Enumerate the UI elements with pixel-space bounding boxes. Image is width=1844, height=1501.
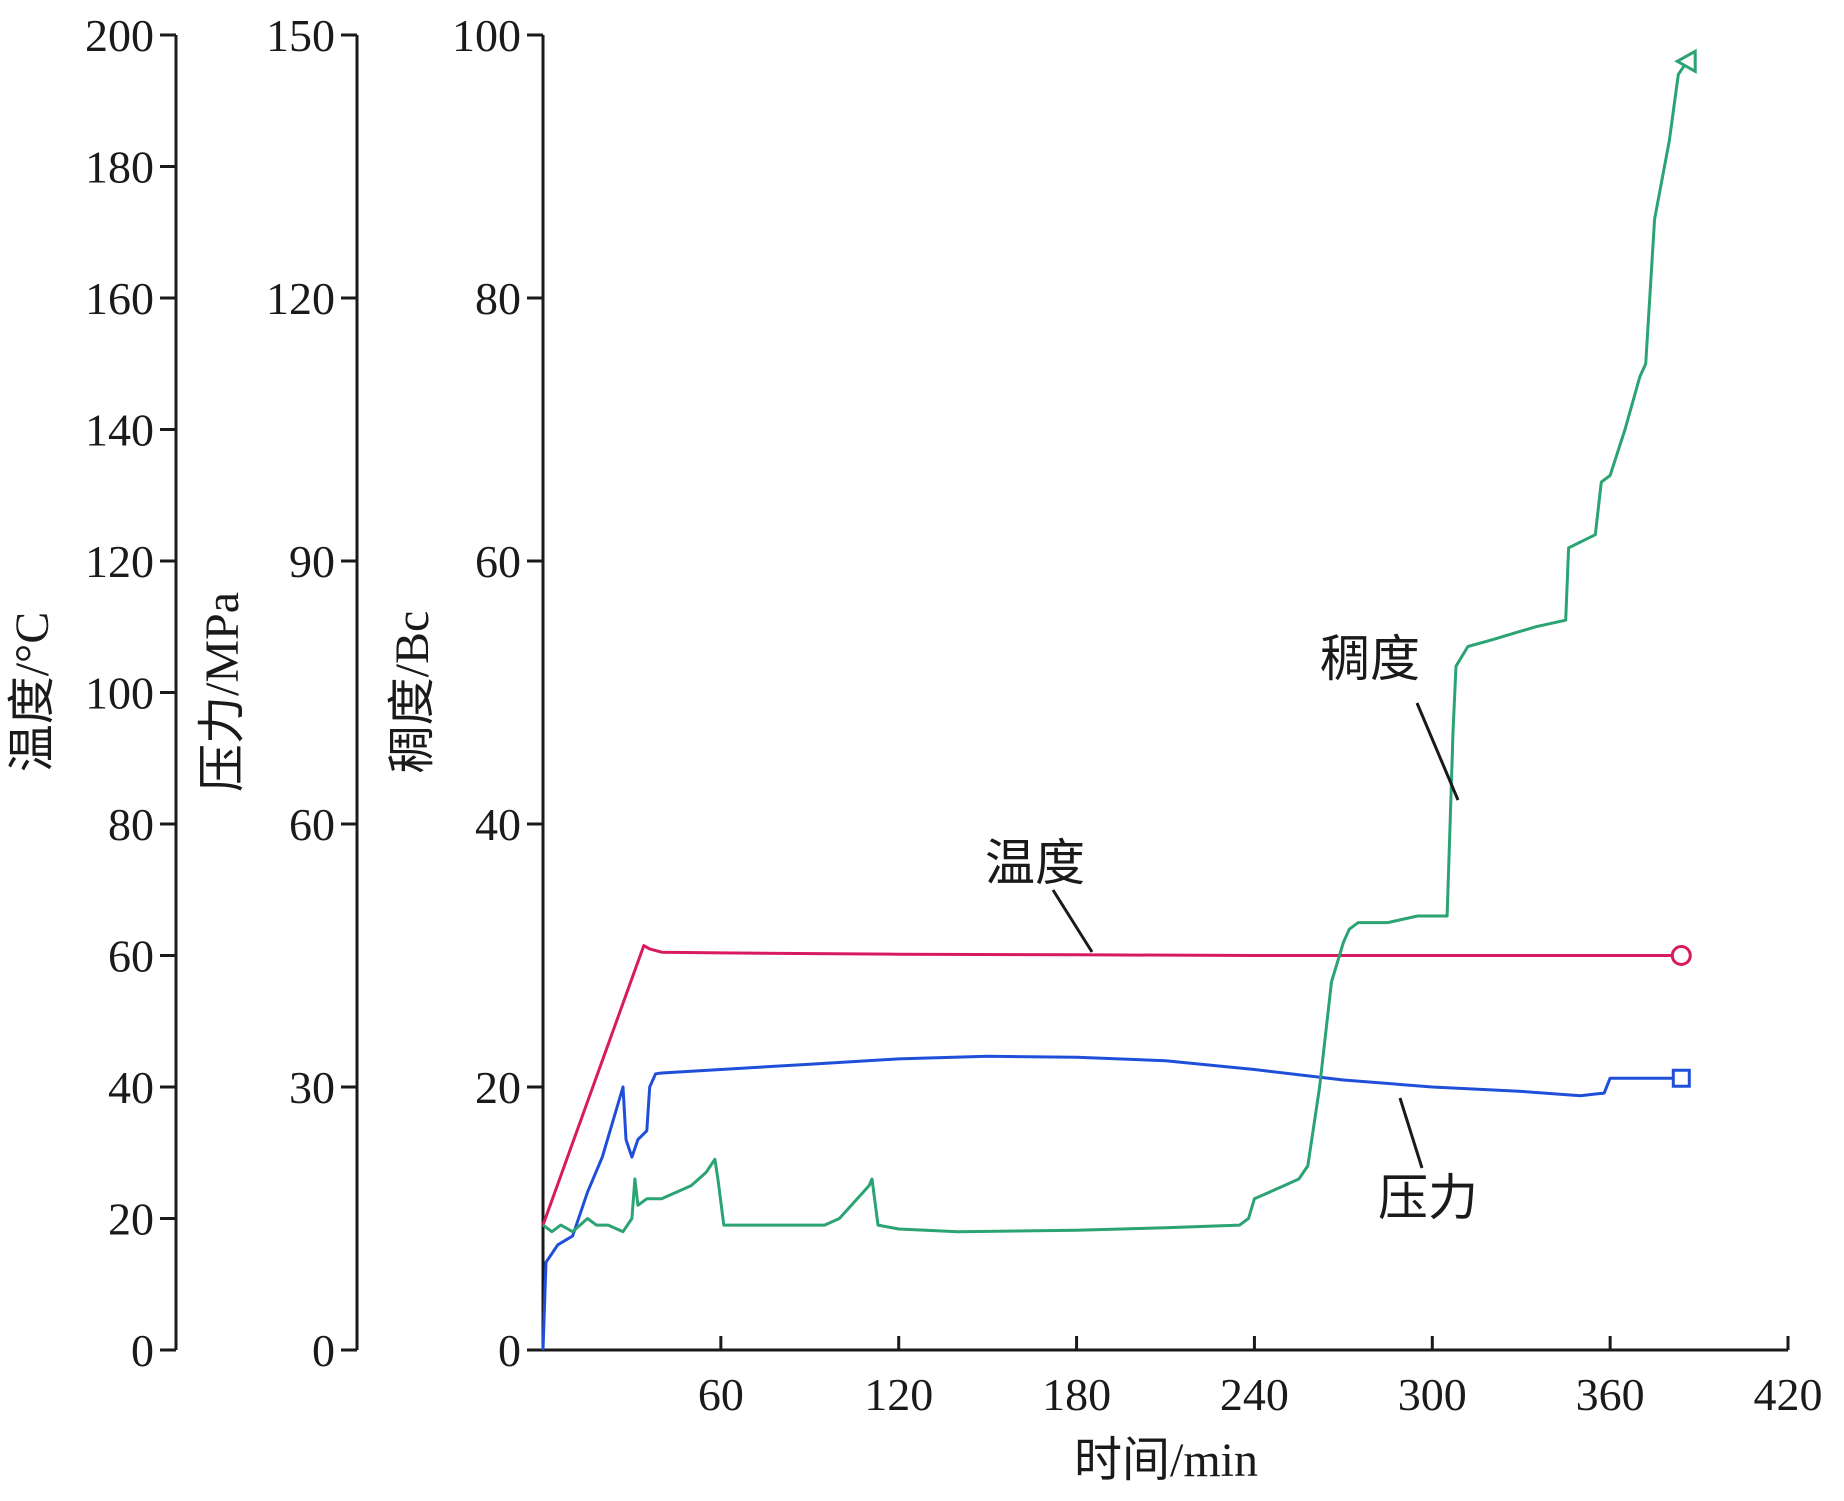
temperature-axis-ticks: 0 20 40 60 80 100 120 140 160 180 200 [85, 10, 176, 1376]
consistency-end-marker [1674, 48, 1697, 74]
consistency-series-label: 稠度 [1320, 631, 1420, 687]
temperature-axis: 0 20 40 60 80 100 120 140 160 180 200 温度/°C [6, 10, 178, 1376]
temp-tick-label: 100 [85, 668, 154, 719]
pressure-series-label: 压力 [1378, 1170, 1478, 1226]
pressure-axis-title: 压力/MPa [196, 592, 249, 792]
time-axis: 60 120 180 240 300 360 420 时间/min [543, 1336, 1823, 1487]
temp-end-marker [1670, 945, 1692, 966]
consistency-tick-label: 20 [475, 1062, 521, 1113]
time-tick-label: 240 [1220, 1369, 1289, 1420]
annotations: 稠度 温度 压力 [985, 631, 1478, 1226]
pressure-tick-label: 60 [289, 799, 335, 850]
consistency-tick-label: 80 [475, 273, 521, 324]
consistency-tick-label: 40 [475, 799, 521, 850]
pressure-axis: 0 30 60 90 120 150 压力/MPa [196, 10, 359, 1376]
pressure-leader-line [1398, 1097, 1424, 1169]
temp-tick-label: 80 [108, 799, 154, 850]
temperature-axis-title: 温度/°C [6, 612, 59, 773]
consistency-axis: 0 20 40 60 80 100 稠度/Bc [386, 10, 545, 1376]
consistency-series-line [542, 60, 1689, 1234]
time-axis-title: 时间/min [1074, 1434, 1258, 1487]
temp-tick-label: 200 [85, 10, 154, 61]
time-tick-label: 60 [698, 1369, 744, 1420]
pressure-series-line [541, 1054, 1682, 1351]
temp-tick-label: 160 [85, 273, 154, 324]
temp-tick-label: 120 [85, 536, 154, 587]
time-tick-label: 300 [1398, 1369, 1467, 1420]
consistency-tick-label: 0 [498, 1325, 521, 1376]
pressure-tick-label: 90 [289, 536, 335, 587]
time-axis-ticks: 60 120 180 240 300 360 420 [698, 1336, 1823, 1420]
temp-series-line [541, 944, 1682, 1226]
time-tick-label: 180 [1042, 1369, 1111, 1420]
series-layer [541, 48, 1697, 1351]
temperature-series-label: 温度 [985, 835, 1085, 891]
time-tick-label: 120 [864, 1369, 933, 1420]
temperature-leader-line [1051, 889, 1094, 953]
pressure-tick-label: 0 [312, 1325, 335, 1376]
pressure-tick-label: 150 [266, 10, 335, 61]
temp-tick-label: 40 [108, 1062, 154, 1113]
temp-tick-label: 140 [85, 405, 154, 456]
consistency-leader-line [1415, 702, 1460, 801]
time-tick-label: 420 [1754, 1369, 1823, 1420]
pressure-axis-ticks: 0 30 60 90 120 150 [266, 10, 357, 1376]
temp-tick-label: 20 [108, 1194, 154, 1245]
consistency-tick-label: 60 [475, 536, 521, 587]
pressure-tick-label: 30 [289, 1062, 335, 1113]
pressure-end-marker [1671, 1068, 1691, 1088]
temp-tick-label: 60 [108, 931, 154, 982]
pressure-tick-label: 120 [266, 273, 335, 324]
temp-tick-label: 0 [131, 1325, 154, 1376]
consistency-axis-ticks: 0 20 40 60 80 100 [452, 10, 543, 1376]
consistency-tick-label: 100 [452, 10, 521, 61]
consistency-axis-title: 稠度/Bc [386, 611, 439, 774]
temp-tick-label: 180 [85, 142, 154, 193]
time-tick-label: 360 [1576, 1369, 1645, 1420]
